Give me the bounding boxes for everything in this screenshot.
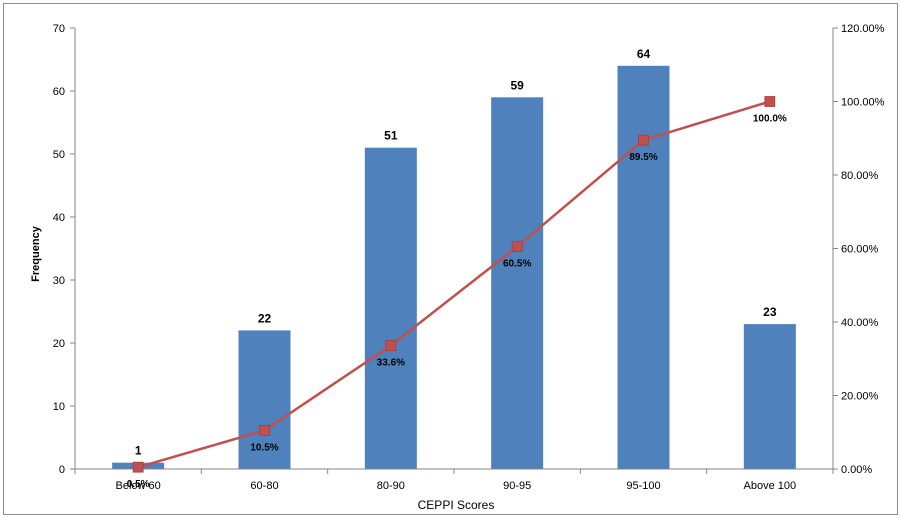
y2-tick-label: 80.00% bbox=[841, 170, 879, 182]
y-tick-label: 0 bbox=[59, 464, 65, 476]
bar-data-label: 22 bbox=[258, 311, 272, 325]
axes: 0 10 20 30 40 50 60 70 0.00% 20.00% 40.00% 60.00% 80… bbox=[53, 23, 885, 492]
chart-frame: 1 22 51 59 64 23 0 10 20 30 40 50 60 70 0.00% 20.00% 40… bbox=[3, 3, 898, 515]
bar bbox=[743, 324, 796, 469]
y-tick-label: 50 bbox=[53, 149, 65, 161]
pareto-chart: 1 22 51 59 64 23 0 10 20 30 40 50 60 70 0.00% 20.00% 40… bbox=[30, 23, 885, 512]
line-data-label: 60.5% bbox=[503, 259, 531, 270]
bar-data-label: 1 bbox=[135, 444, 142, 458]
line-data-label: 0.5% bbox=[127, 479, 150, 490]
y-tick-label: 70 bbox=[53, 23, 65, 35]
y2-tick-label: 0.00% bbox=[841, 464, 872, 476]
line-data-label: 10.5% bbox=[250, 442, 278, 453]
y2-tick-label: 20.00% bbox=[841, 391, 879, 403]
x-tick-label: 80-90 bbox=[377, 480, 405, 492]
bar-data-label: 64 bbox=[637, 47, 651, 61]
line-marker bbox=[764, 96, 776, 107]
line-data-label: 89.5% bbox=[629, 152, 657, 163]
bar bbox=[617, 65, 670, 470]
x-tick-label: Above 100 bbox=[744, 480, 797, 492]
x-tick-label: 95-100 bbox=[626, 480, 660, 492]
bar-data-label: 23 bbox=[763, 305, 777, 319]
line-marker bbox=[638, 134, 649, 146]
cumulative-line-series: 0.5% 10.5% 33.6% 60.5% 89.5% 100.0% bbox=[127, 96, 787, 490]
y-axis-label: Frequency bbox=[30, 225, 42, 282]
y-tick-label: 40 bbox=[53, 212, 65, 224]
y2-tick-label: 60.00% bbox=[841, 244, 879, 256]
bar bbox=[364, 147, 417, 469]
line-data-label: 33.6% bbox=[377, 358, 405, 369]
x-axis-label: CEPPI Scores bbox=[418, 498, 495, 512]
y2-tick-label: 40.00% bbox=[841, 317, 879, 329]
cumulative-line bbox=[137, 100, 771, 469]
x-tick-label: Below 60 bbox=[116, 480, 161, 492]
bar-data-label: 59 bbox=[510, 78, 524, 92]
y2-tick-label: 100.00% bbox=[841, 97, 885, 109]
y-tick-label: 60 bbox=[53, 86, 65, 98]
line-marker bbox=[385, 340, 397, 351]
bar bbox=[491, 97, 544, 470]
y-tick-label: 10 bbox=[53, 401, 65, 413]
x-tick-label: 90-95 bbox=[503, 480, 531, 492]
line-marker bbox=[132, 461, 144, 473]
bar-data-label: 51 bbox=[384, 129, 398, 143]
line-data-label: 100.0% bbox=[753, 114, 787, 125]
bar-series: 1 22 51 59 64 23 bbox=[112, 47, 796, 470]
line-marker bbox=[511, 241, 523, 253]
y2-tick-label: 120.00% bbox=[841, 23, 885, 35]
x-tick-label: 60-80 bbox=[250, 480, 278, 492]
line-marker bbox=[259, 425, 270, 436]
y-tick-label: 30 bbox=[53, 275, 65, 287]
bar bbox=[238, 330, 291, 469]
y-tick-label: 20 bbox=[53, 338, 65, 350]
